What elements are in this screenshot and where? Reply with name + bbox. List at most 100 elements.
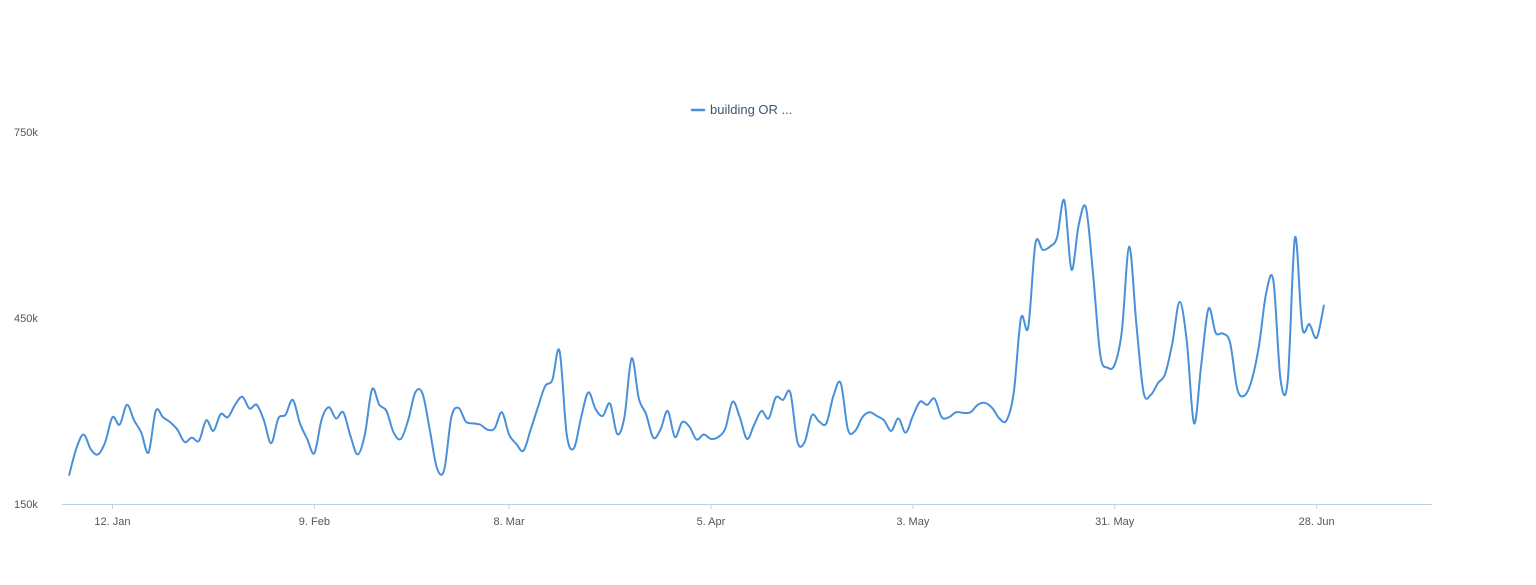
data-point[interactable] <box>74 446 79 451</box>
data-point[interactable] <box>204 418 209 423</box>
data-point[interactable] <box>269 441 274 446</box>
data-point[interactable] <box>1156 381 1161 386</box>
data-point[interactable] <box>225 415 230 420</box>
data-point[interactable] <box>1112 362 1117 367</box>
data-point[interactable] <box>723 426 728 431</box>
data-point[interactable] <box>557 348 562 353</box>
data-point[interactable] <box>153 409 158 414</box>
data-point[interactable] <box>629 356 634 361</box>
data-point[interactable] <box>579 415 584 420</box>
data-point[interactable] <box>1119 328 1124 333</box>
data-point[interactable] <box>845 427 850 432</box>
data-point[interactable] <box>341 410 346 415</box>
data-point[interactable] <box>600 413 605 418</box>
data-point[interactable] <box>1083 205 1088 210</box>
data-point[interactable] <box>1271 278 1276 283</box>
data-point[interactable] <box>88 447 93 452</box>
data-point[interactable] <box>384 409 389 414</box>
data-point[interactable] <box>1134 322 1139 327</box>
data-point[interactable] <box>182 440 187 445</box>
data-point[interactable] <box>1170 340 1175 345</box>
data-point[interactable] <box>521 448 526 453</box>
data-point[interactable] <box>1069 267 1074 272</box>
data-point[interactable] <box>334 416 339 421</box>
data-point[interactable] <box>456 405 461 410</box>
data-point[interactable] <box>355 452 360 457</box>
data-point[interactable] <box>1033 241 1038 246</box>
data-point[interactable] <box>687 424 692 429</box>
data-point[interactable] <box>535 405 540 410</box>
data-point[interactable] <box>211 428 216 433</box>
data-point[interactable] <box>867 410 872 415</box>
data-point[interactable] <box>348 433 353 438</box>
data-point[interactable] <box>1220 331 1225 336</box>
data-point[interactable] <box>1300 325 1305 330</box>
data-point[interactable] <box>283 412 288 417</box>
data-point[interactable] <box>1011 390 1016 395</box>
data-point[interactable] <box>759 409 764 414</box>
data-point[interactable] <box>694 437 699 442</box>
data-point[interactable] <box>1004 418 1009 423</box>
data-point[interactable] <box>1249 378 1254 383</box>
data-point[interactable] <box>636 396 641 401</box>
data-point[interactable] <box>982 400 987 405</box>
data-point[interactable] <box>449 415 454 420</box>
data-point[interactable] <box>1213 330 1218 335</box>
data-point[interactable] <box>932 396 937 401</box>
data-point[interactable] <box>81 432 86 437</box>
data-point[interactable] <box>442 467 447 472</box>
data-point[interactable] <box>1184 339 1189 344</box>
data-point[interactable] <box>139 430 144 435</box>
data-point[interactable] <box>622 415 627 420</box>
data-point[interactable] <box>1141 390 1146 395</box>
data-point[interactable] <box>896 416 901 421</box>
data-point[interactable] <box>990 405 995 410</box>
data-point[interactable] <box>889 428 894 433</box>
data-point[interactable] <box>463 419 468 424</box>
data-point[interactable] <box>528 427 533 432</box>
data-point[interactable] <box>543 384 548 389</box>
series-line-0[interactable] <box>68 198 1325 476</box>
data-point[interactable] <box>564 432 569 437</box>
data-point[interactable] <box>290 397 295 402</box>
data-point[interactable] <box>297 421 302 426</box>
data-point[interactable] <box>773 395 778 400</box>
data-point[interactable] <box>1192 421 1197 426</box>
data-point[interactable] <box>103 440 108 445</box>
data-point[interactable] <box>478 422 483 427</box>
data-point[interactable] <box>377 402 382 407</box>
data-point[interactable] <box>1019 316 1024 321</box>
data-point[interactable] <box>954 410 959 415</box>
data-point[interactable] <box>305 436 310 441</box>
data-point[interactable] <box>319 417 324 422</box>
data-point[interactable] <box>1307 322 1312 327</box>
data-point[interactable] <box>644 412 649 417</box>
data-point[interactable] <box>1199 362 1204 367</box>
data-point[interactable] <box>672 435 677 440</box>
data-point[interactable] <box>802 440 807 445</box>
data-point[interactable] <box>665 409 670 414</box>
data-point[interactable] <box>427 427 432 432</box>
data-point[interactable] <box>1091 272 1096 277</box>
data-point[interactable] <box>1235 387 1240 392</box>
data-point[interactable] <box>485 427 490 432</box>
data-point[interactable] <box>1293 235 1298 240</box>
data-point[interactable] <box>1242 393 1247 398</box>
data-point[interactable] <box>882 418 887 423</box>
data-point[interactable] <box>781 397 786 402</box>
data-point[interactable] <box>1177 299 1182 304</box>
data-point[interactable] <box>326 405 331 410</box>
data-point[interactable] <box>903 430 908 435</box>
data-point[interactable] <box>146 450 151 455</box>
data-point[interactable] <box>853 428 858 433</box>
data-point[interactable] <box>795 440 800 445</box>
data-point[interactable] <box>1062 198 1067 203</box>
data-point[interactable] <box>370 387 375 392</box>
data-point[interactable] <box>96 452 101 457</box>
data-point[interactable] <box>918 399 923 404</box>
data-point[interactable] <box>471 421 476 426</box>
data-point[interactable] <box>312 451 317 456</box>
data-point[interactable] <box>925 402 930 407</box>
data-point[interactable] <box>420 391 425 396</box>
data-point[interactable] <box>168 420 173 425</box>
